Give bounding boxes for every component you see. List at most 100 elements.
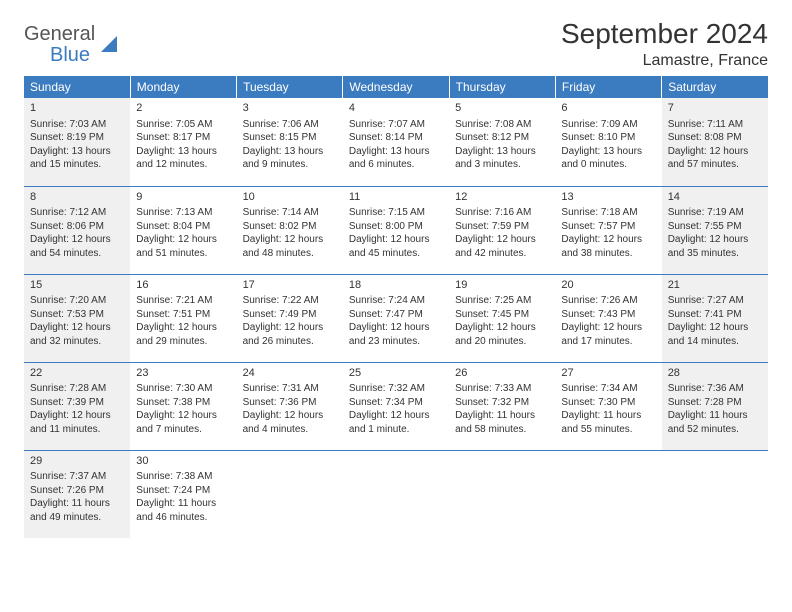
cell-day2: and 11 minutes.	[30, 423, 124, 437]
cell-sunset: Sunset: 7:53 PM	[30, 308, 124, 322]
calendar-cell: 5Sunrise: 7:08 AMSunset: 8:12 PMDaylight…	[449, 98, 555, 186]
cell-sunrise: Sunrise: 7:18 AM	[561, 206, 655, 220]
cell-sunset: Sunset: 7:45 PM	[455, 308, 549, 322]
cell-sunrise: Sunrise: 7:30 AM	[136, 382, 230, 396]
day-number: 25	[349, 366, 443, 381]
calendar-cell: 16Sunrise: 7:21 AMSunset: 7:51 PMDayligh…	[130, 274, 236, 362]
cell-day1: Daylight: 11 hours	[136, 497, 230, 511]
cell-sunrise: Sunrise: 7:25 AM	[455, 294, 549, 308]
cell-sunrise: Sunrise: 7:05 AM	[136, 118, 230, 132]
cell-day1: Daylight: 13 hours	[30, 145, 124, 159]
day-number: 20	[561, 278, 655, 293]
day-number: 16	[136, 278, 230, 293]
cell-day2: and 35 minutes.	[668, 247, 762, 261]
cell-day1: Daylight: 11 hours	[30, 497, 124, 511]
cell-day2: and 4 minutes.	[243, 423, 337, 437]
day-number: 24	[243, 366, 337, 381]
cell-sunrise: Sunrise: 7:19 AM	[668, 206, 762, 220]
cell-sunset: Sunset: 8:00 PM	[349, 220, 443, 234]
cell-sunset: Sunset: 7:55 PM	[668, 220, 762, 234]
day-number: 22	[30, 366, 124, 381]
cell-sunset: Sunset: 8:06 PM	[30, 220, 124, 234]
day-header-row: Sunday Monday Tuesday Wednesday Thursday…	[24, 76, 768, 98]
calendar-cell: 19Sunrise: 7:25 AMSunset: 7:45 PMDayligh…	[449, 274, 555, 362]
cell-day2: and 38 minutes.	[561, 247, 655, 261]
cell-sunset: Sunset: 7:59 PM	[455, 220, 549, 234]
calendar-cell: 6Sunrise: 7:09 AMSunset: 8:10 PMDaylight…	[555, 98, 661, 186]
cell-sunset: Sunset: 7:57 PM	[561, 220, 655, 234]
day-number: 3	[243, 101, 337, 116]
cell-sunset: Sunset: 7:32 PM	[455, 396, 549, 410]
cell-day2: and 17 minutes.	[561, 335, 655, 349]
day-number: 29	[30, 454, 124, 469]
cell-sunset: Sunset: 7:49 PM	[243, 308, 337, 322]
calendar-cell: 3Sunrise: 7:06 AMSunset: 8:15 PMDaylight…	[237, 98, 343, 186]
cell-sunset: Sunset: 7:36 PM	[243, 396, 337, 410]
calendar-cell: 12Sunrise: 7:16 AMSunset: 7:59 PMDayligh…	[449, 186, 555, 274]
cell-sunset: Sunset: 7:41 PM	[668, 308, 762, 322]
day-number: 13	[561, 190, 655, 205]
title-block: September 2024 Lamastre, France	[561, 18, 768, 70]
cell-day2: and 49 minutes.	[30, 511, 124, 525]
calendar-cell: 27Sunrise: 7:34 AMSunset: 7:30 PMDayligh…	[555, 362, 661, 450]
calendar-row: 1Sunrise: 7:03 AMSunset: 8:19 PMDaylight…	[24, 98, 768, 186]
cell-sunset: Sunset: 7:24 PM	[136, 484, 230, 498]
header-sunday: Sunday	[24, 76, 130, 98]
header-monday: Monday	[130, 76, 236, 98]
calendar-cell: 15Sunrise: 7:20 AMSunset: 7:53 PMDayligh…	[24, 274, 130, 362]
cell-sunrise: Sunrise: 7:16 AM	[455, 206, 549, 220]
calendar-body: 1Sunrise: 7:03 AMSunset: 8:19 PMDaylight…	[24, 98, 768, 538]
cell-sunset: Sunset: 8:12 PM	[455, 131, 549, 145]
calendar-cell: 2Sunrise: 7:05 AMSunset: 8:17 PMDaylight…	[130, 98, 236, 186]
cell-sunrise: Sunrise: 7:36 AM	[668, 382, 762, 396]
day-number: 14	[668, 190, 762, 205]
cell-sunrise: Sunrise: 7:12 AM	[30, 206, 124, 220]
cell-day2: and 58 minutes.	[455, 423, 549, 437]
cell-sunrise: Sunrise: 7:27 AM	[668, 294, 762, 308]
cell-sunrise: Sunrise: 7:21 AM	[136, 294, 230, 308]
calendar-cell: 24Sunrise: 7:31 AMSunset: 7:36 PMDayligh…	[237, 362, 343, 450]
day-number: 10	[243, 190, 337, 205]
cell-day1: Daylight: 13 hours	[455, 145, 549, 159]
cell-day1: Daylight: 13 hours	[243, 145, 337, 159]
cell-sunset: Sunset: 7:26 PM	[30, 484, 124, 498]
cell-day1: Daylight: 12 hours	[349, 233, 443, 247]
day-number: 26	[455, 366, 549, 381]
calendar-cell: 4Sunrise: 7:07 AMSunset: 8:14 PMDaylight…	[343, 98, 449, 186]
cell-day1: Daylight: 11 hours	[668, 409, 762, 423]
calendar-cell: 29Sunrise: 7:37 AMSunset: 7:26 PMDayligh…	[24, 450, 130, 538]
cell-day2: and 54 minutes.	[30, 247, 124, 261]
logo-text: General Blue	[24, 24, 95, 66]
header-friday: Friday	[555, 76, 661, 98]
month-title: September 2024	[561, 18, 768, 50]
calendar-cell: 17Sunrise: 7:22 AMSunset: 7:49 PMDayligh…	[237, 274, 343, 362]
cell-sunrise: Sunrise: 7:32 AM	[349, 382, 443, 396]
cell-day2: and 7 minutes.	[136, 423, 230, 437]
day-number: 1	[30, 101, 124, 116]
calendar-cell: 1Sunrise: 7:03 AMSunset: 8:19 PMDaylight…	[24, 98, 130, 186]
cell-sunrise: Sunrise: 7:31 AM	[243, 382, 337, 396]
cell-sunset: Sunset: 8:19 PM	[30, 131, 124, 145]
calendar-cell: 20Sunrise: 7:26 AMSunset: 7:43 PMDayligh…	[555, 274, 661, 362]
cell-sunrise: Sunrise: 7:24 AM	[349, 294, 443, 308]
cell-day1: Daylight: 12 hours	[668, 145, 762, 159]
day-number: 5	[455, 101, 549, 116]
calendar-cell: 22Sunrise: 7:28 AMSunset: 7:39 PMDayligh…	[24, 362, 130, 450]
calendar-cell: 26Sunrise: 7:33 AMSunset: 7:32 PMDayligh…	[449, 362, 555, 450]
cell-day2: and 12 minutes.	[136, 158, 230, 172]
calendar-cell: 18Sunrise: 7:24 AMSunset: 7:47 PMDayligh…	[343, 274, 449, 362]
calendar-cell: 28Sunrise: 7:36 AMSunset: 7:28 PMDayligh…	[662, 362, 768, 450]
cell-sunset: Sunset: 7:43 PM	[561, 308, 655, 322]
cell-sunrise: Sunrise: 7:09 AM	[561, 118, 655, 132]
day-number: 21	[668, 278, 762, 293]
header-wednesday: Wednesday	[343, 76, 449, 98]
cell-day1: Daylight: 12 hours	[455, 321, 549, 335]
cell-sunset: Sunset: 7:28 PM	[668, 396, 762, 410]
cell-day2: and 51 minutes.	[136, 247, 230, 261]
cell-sunrise: Sunrise: 7:20 AM	[30, 294, 124, 308]
cell-day2: and 32 minutes.	[30, 335, 124, 349]
cell-sunrise: Sunrise: 7:28 AM	[30, 382, 124, 396]
cell-day2: and 45 minutes.	[349, 247, 443, 261]
cell-day2: and 46 minutes.	[136, 511, 230, 525]
cell-sunset: Sunset: 8:15 PM	[243, 131, 337, 145]
